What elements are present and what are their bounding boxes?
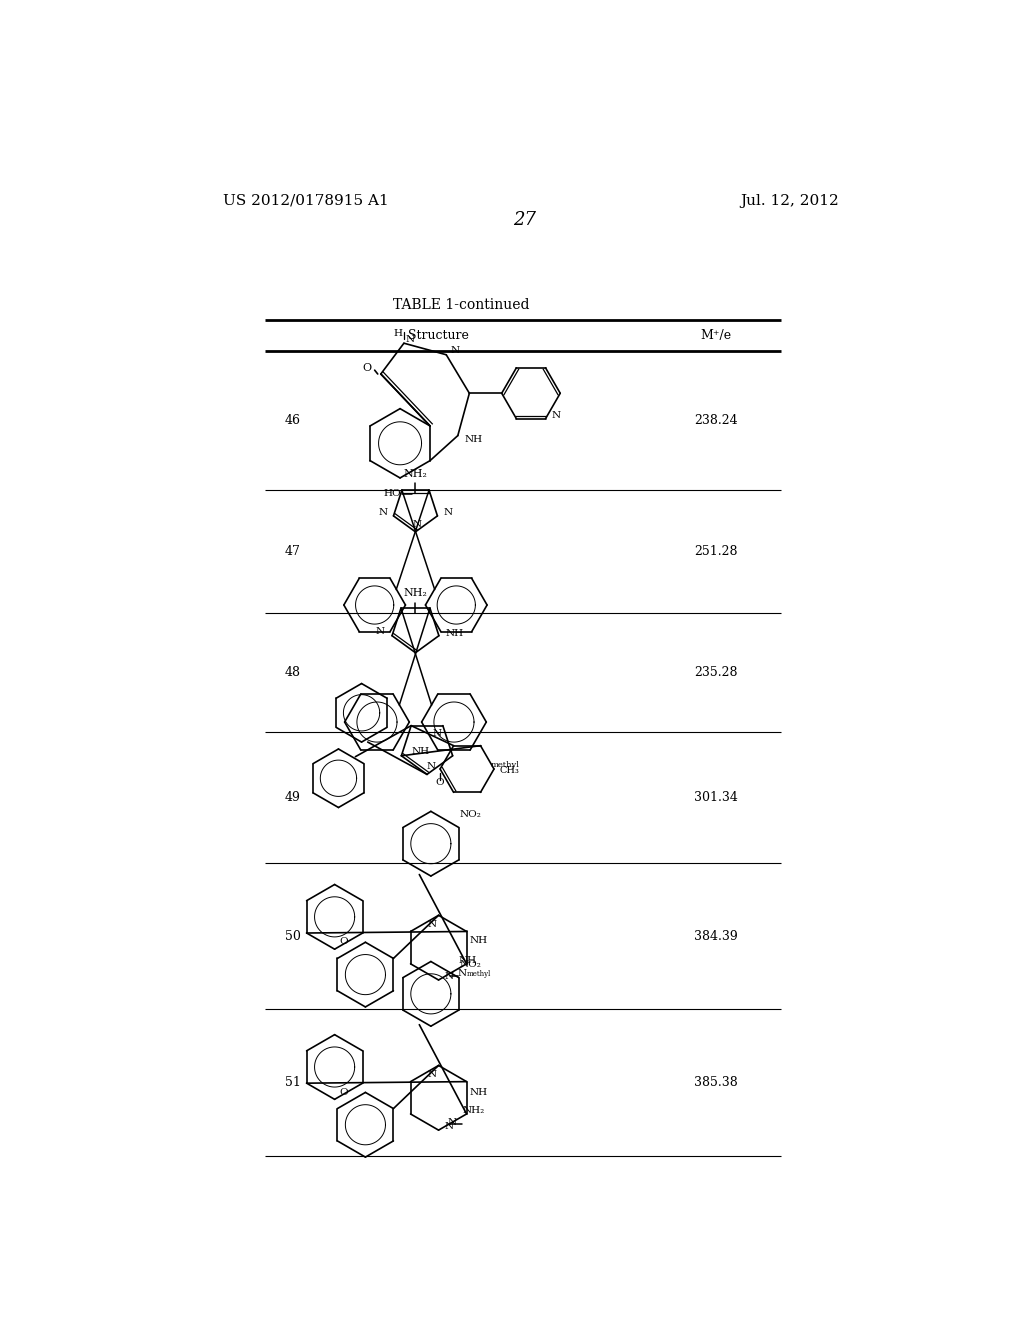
Text: 51: 51 [285,1076,300,1089]
Text: N: N [432,729,441,738]
Text: NH: NH [469,936,487,945]
Text: NH: NH [445,628,463,638]
Text: O: O [340,1088,348,1097]
Text: methyl: methyl [492,762,520,770]
Text: N: N [457,969,466,978]
Text: N: N [444,972,454,981]
Text: US 2012/0178915 A1: US 2012/0178915 A1 [223,194,389,207]
Text: 27: 27 [513,211,537,228]
Text: NO₂: NO₂ [460,810,482,818]
Text: NH₂: NH₂ [403,589,427,598]
Text: HO: HO [384,490,401,499]
Text: CH₃: CH₃ [500,766,519,775]
Text: 238.24: 238.24 [694,413,737,426]
Text: O: O [340,937,348,946]
Text: N: N [413,520,422,528]
Text: NH: NH [412,747,430,756]
Text: 50: 50 [285,929,300,942]
Text: NH: NH [469,1088,487,1097]
Text: N: N [428,1071,437,1080]
Text: TABLE 1-continued: TABLE 1-continued [393,298,529,312]
Text: NO₂: NO₂ [460,960,482,969]
Text: H: H [393,330,402,338]
Text: O: O [362,363,372,372]
Text: 385.38: 385.38 [694,1076,737,1089]
Text: 384.39: 384.39 [694,929,737,942]
Text: N: N [426,762,435,771]
Text: NH₂: NH₂ [462,1106,484,1115]
Text: N: N [375,627,384,636]
Text: NH: NH [464,436,482,444]
Text: N: N [378,507,387,516]
Text: N: N [447,1118,457,1127]
Text: 46: 46 [285,413,301,426]
Text: methyl: methyl [467,970,490,978]
Text: N: N [428,920,437,929]
Text: N: N [444,1122,454,1131]
Text: 235.28: 235.28 [694,665,737,678]
Text: N: N [552,411,561,420]
Text: Structure: Structure [409,329,469,342]
Text: 49: 49 [285,791,300,804]
Text: Jul. 12, 2012: Jul. 12, 2012 [740,194,839,207]
Text: 301.34: 301.34 [694,791,737,804]
Text: O: O [436,779,444,787]
Text: 47: 47 [285,545,300,557]
Text: 251.28: 251.28 [694,545,737,557]
Text: N: N [406,335,415,343]
Text: N: N [443,507,453,516]
Text: 48: 48 [285,665,301,678]
Text: N: N [451,346,460,355]
Text: M⁺/e: M⁺/e [700,329,731,342]
Text: NH₂: NH₂ [403,469,427,479]
Text: NH: NH [459,956,477,965]
